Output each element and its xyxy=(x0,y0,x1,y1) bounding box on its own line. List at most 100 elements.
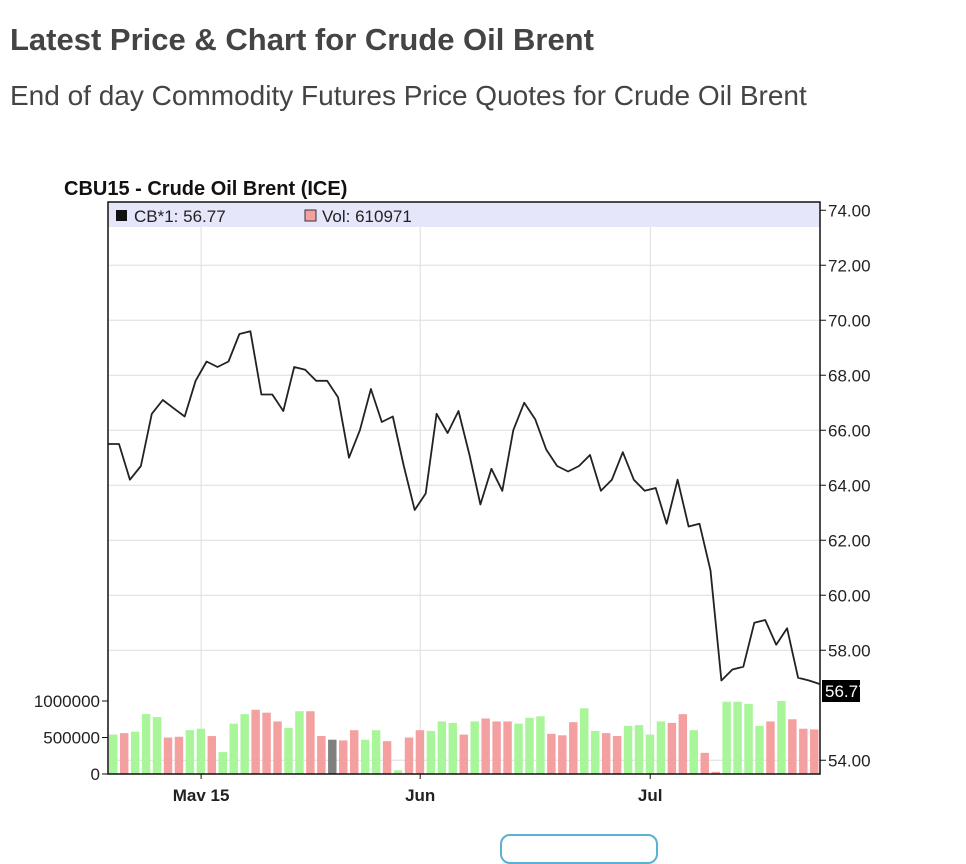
volume-bar xyxy=(339,740,348,774)
volume-bar xyxy=(229,723,238,774)
volume-bar xyxy=(777,701,786,774)
volume-bar xyxy=(612,736,622,774)
volume-bar xyxy=(251,709,260,774)
volume-bar xyxy=(317,736,326,774)
price-tick-label: 64.00 xyxy=(828,476,871,495)
volume-bar xyxy=(569,722,578,774)
price-tick-label: 70.00 xyxy=(828,311,871,330)
legend-bar xyxy=(108,202,820,227)
volume-bar xyxy=(711,771,720,774)
volume-bar xyxy=(426,730,436,774)
date-tick-label: Jul xyxy=(638,786,663,805)
volume-bar xyxy=(700,752,709,774)
price-chart: CBU15 - Crude Oil Brent (ICE) CB*1: 56.7… xyxy=(34,178,871,805)
volume-bar xyxy=(744,703,753,774)
volume-bar xyxy=(328,739,337,774)
volume-bars xyxy=(109,701,819,774)
volume-bar xyxy=(678,714,688,774)
volume-tick-label: 0 xyxy=(91,765,100,784)
volume-bar xyxy=(547,733,556,774)
price-tick-label: 72.00 xyxy=(828,256,871,275)
volume-bar xyxy=(536,716,545,774)
volume-bar xyxy=(152,717,162,774)
date-tick-label: Jun xyxy=(405,786,435,805)
volume-bar xyxy=(799,728,808,774)
page-title: Latest Price & Chart for Crude Oil Brent xyxy=(10,22,594,57)
volume-bar xyxy=(415,730,425,774)
price-legend-label: CB*1: 56.77 xyxy=(134,207,226,226)
volume-bar xyxy=(207,736,217,774)
volume-bar xyxy=(382,741,392,774)
volume-bar xyxy=(295,711,304,774)
plot-border xyxy=(107,201,821,775)
volume-bar xyxy=(174,736,184,774)
volume-bar xyxy=(590,730,600,774)
volume-bar xyxy=(514,723,523,774)
volume-bar xyxy=(601,733,611,774)
volume-bar xyxy=(371,730,381,774)
volume-bar xyxy=(349,730,359,774)
chart-title: CBU15 - Crude Oil Brent (ICE) xyxy=(64,178,347,200)
volume-bar xyxy=(119,733,129,774)
volume-tick-label: 500000 xyxy=(43,729,100,748)
volume-bar xyxy=(733,701,742,774)
volume-bar xyxy=(273,721,282,774)
volume-bar xyxy=(130,731,140,774)
volume-bar xyxy=(689,730,699,774)
price-tick-label: 74.00 xyxy=(828,201,871,220)
price-tick-label: 62.00 xyxy=(828,531,871,550)
volume-bar xyxy=(810,729,819,774)
volume-bar xyxy=(580,708,589,774)
volume-legend-label: Vol: 610971 xyxy=(322,207,412,226)
price-tick-label: 68.00 xyxy=(828,366,871,385)
volume-tick-label: 1000000 xyxy=(34,692,100,711)
volume-bar xyxy=(558,735,567,774)
volume-legend-swatch xyxy=(304,209,317,222)
volume-bar xyxy=(525,717,534,774)
volume-bar xyxy=(163,737,173,774)
volume-bar xyxy=(656,721,666,774)
date-axis: Mav 15 Jun Jul xyxy=(173,774,663,805)
volume-bar xyxy=(448,722,458,774)
volume-bar xyxy=(634,725,644,774)
page-subtitle: End of day Commodity Futures Price Quote… xyxy=(10,80,807,111)
last-price-value: 56.77 xyxy=(825,682,868,701)
partial-button[interactable] xyxy=(500,834,658,864)
price-axis: 74.00 72.00 70.00 68.00 66.00 64.00 62.00 60.00… xyxy=(820,201,871,770)
volume-bar xyxy=(109,734,118,774)
price-series-line xyxy=(108,330,821,685)
volume-bar xyxy=(667,722,677,774)
volume-bar xyxy=(196,728,206,774)
volume-bar xyxy=(481,718,490,774)
price-tick-label: 54.00 xyxy=(828,751,871,770)
volume-bar xyxy=(722,701,731,774)
volume-bar xyxy=(284,728,293,774)
volume-bar xyxy=(623,725,633,774)
last-price-tag xyxy=(822,680,860,702)
volume-bar xyxy=(185,730,195,774)
plot-area xyxy=(108,202,820,774)
price-tick-label: 60.00 xyxy=(828,586,871,605)
volume-bar xyxy=(306,711,315,774)
volume-bar xyxy=(218,752,227,774)
volume-bar xyxy=(645,734,655,774)
volume-bar xyxy=(470,721,479,774)
volume-bar xyxy=(459,734,468,774)
volume-bar xyxy=(492,721,501,774)
volume-bar xyxy=(240,714,249,774)
volume-axis: 1000000 500000 0 xyxy=(34,692,108,784)
volume-bar xyxy=(437,721,447,774)
price-tick-label: 66.00 xyxy=(828,421,871,440)
volume-bar xyxy=(393,770,403,774)
volume-bar xyxy=(360,739,370,774)
price-legend-swatch xyxy=(116,210,127,221)
volume-bar xyxy=(766,721,775,774)
grid-lines xyxy=(108,202,820,774)
date-tick-label: Mav 15 xyxy=(173,786,230,805)
volume-bar xyxy=(404,737,414,774)
volume-bar xyxy=(141,714,151,774)
price-tick-label: 58.00 xyxy=(828,641,871,660)
volume-bar xyxy=(503,721,512,774)
volume-bar xyxy=(755,725,764,774)
volume-bar xyxy=(262,712,271,774)
